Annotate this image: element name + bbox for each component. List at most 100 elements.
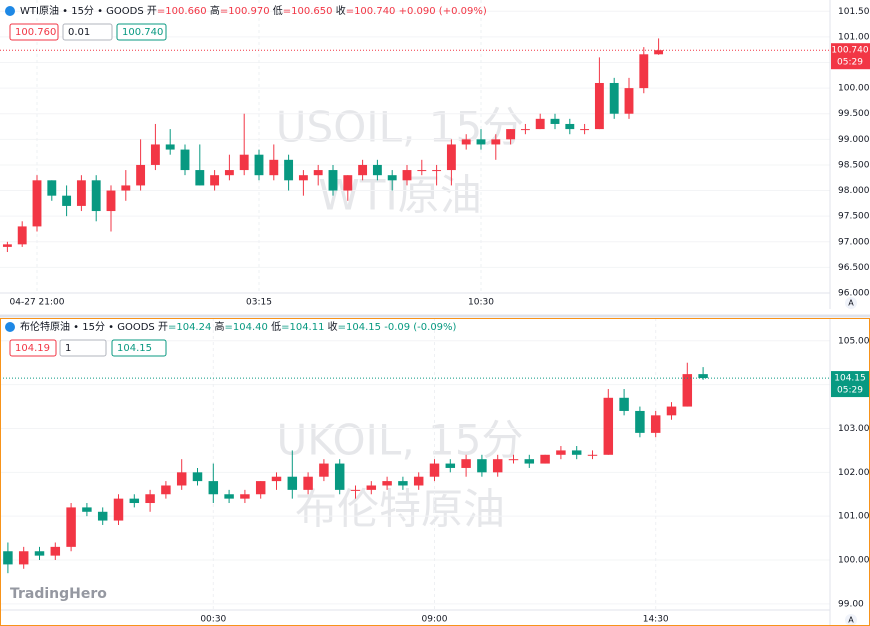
order-input[interactable] xyxy=(59,339,107,357)
x-tick-label: 03:15 xyxy=(246,298,272,308)
x-tick-label: 10:30 xyxy=(468,298,494,308)
ohlc-label: 开 xyxy=(147,6,157,17)
candle-body xyxy=(580,129,590,131)
ohlc-value: =104.11 xyxy=(281,322,324,333)
auto-button[interactable] xyxy=(845,614,857,626)
candle-body xyxy=(62,195,72,206)
candle-body xyxy=(224,494,234,499)
candle-body xyxy=(382,481,392,486)
y-tick-label: 102.00 xyxy=(838,468,870,478)
change: +0.090 (+0.09%) xyxy=(399,6,487,17)
candle-body xyxy=(239,154,249,171)
y-tick-label: 101.00 xyxy=(838,512,870,522)
candle-body xyxy=(654,50,664,55)
candle-body xyxy=(477,459,487,473)
ohlc-value: =100.660 xyxy=(157,6,207,17)
candle-body xyxy=(587,454,598,456)
candle-body xyxy=(284,159,294,181)
ohlc-value: =100.740 xyxy=(346,6,396,17)
y-tick-label: 105.00 xyxy=(838,336,870,346)
order-input-text: 100.760 xyxy=(15,27,56,38)
y-tick-label: 101.000 xyxy=(838,32,870,42)
candle-body xyxy=(240,494,250,499)
candle-body xyxy=(624,88,634,114)
y-tick-label: 96.500 xyxy=(838,263,870,273)
watermark: USOIL, 15分 xyxy=(276,103,524,152)
candle-body xyxy=(506,129,516,140)
order-input[interactable] xyxy=(111,339,167,357)
candle-body xyxy=(350,489,361,491)
last-price-label: 100.740 xyxy=(831,46,868,56)
candle-body xyxy=(445,463,456,468)
candle-body xyxy=(413,476,424,486)
candle-body xyxy=(106,190,116,212)
x-tick-label: 04-27 21:00 xyxy=(10,298,65,308)
candle-body xyxy=(208,481,219,495)
candle-body xyxy=(619,397,629,411)
candle-body xyxy=(76,180,86,206)
candle-body xyxy=(461,459,471,468)
auto-button[interactable] xyxy=(845,297,857,309)
candle-body xyxy=(402,170,412,181)
order-input[interactable] xyxy=(9,23,59,41)
candle-body xyxy=(571,450,582,455)
candle-body xyxy=(387,175,397,181)
y-tick-label: 98.500 xyxy=(838,160,870,170)
order-input-text: 100.740 xyxy=(122,27,163,38)
candle-body xyxy=(476,139,486,145)
order-input[interactable] xyxy=(9,339,57,357)
ohlc-label: 高 xyxy=(210,4,220,17)
ohlc-label: 高 xyxy=(215,320,225,333)
order-input[interactable] xyxy=(116,23,167,41)
y-tick-label: 100.000 xyxy=(838,84,870,94)
candle-body xyxy=(298,175,308,181)
candle-body xyxy=(491,139,501,145)
candle-body xyxy=(358,164,368,176)
candle-body xyxy=(520,129,530,131)
candle-body xyxy=(97,511,108,521)
candle-body xyxy=(82,507,92,512)
candle-body xyxy=(113,498,124,521)
ohlc-label: 收 xyxy=(336,4,346,17)
x-tick-label: 09:00 xyxy=(422,615,448,625)
candle-body xyxy=(313,170,323,176)
candle-body xyxy=(145,494,155,504)
candle-body xyxy=(195,170,205,186)
candle-body xyxy=(334,463,345,490)
candle-body xyxy=(446,144,456,171)
candle-body xyxy=(398,481,408,486)
candle-body xyxy=(34,551,45,556)
y-tick-label: 97.500 xyxy=(838,212,870,222)
candle-body xyxy=(255,481,266,495)
change: -0.09 (-0.09%) xyxy=(384,322,456,333)
candle-body xyxy=(192,472,203,482)
candle-body xyxy=(666,406,677,416)
candle-body xyxy=(343,175,353,191)
candle-body xyxy=(492,459,503,473)
candle-body xyxy=(461,139,471,145)
candle-body xyxy=(565,123,575,130)
last-price-box xyxy=(831,43,870,70)
symbol-icon xyxy=(5,322,15,332)
candle-body xyxy=(224,170,234,176)
candle-body xyxy=(650,415,661,433)
ohlc-label: 低 xyxy=(273,4,283,17)
last-price-label: 104.15 xyxy=(834,374,866,384)
order-input-text: 104.15 xyxy=(117,343,152,354)
ohlc-label: 开 xyxy=(158,322,168,333)
header-legend: 布伦特原油 • 15分 • GOODS 开=104.24 高=104.40 低=… xyxy=(20,320,457,333)
ohlc-label: 低 xyxy=(271,320,281,333)
order-input-text: 1 xyxy=(65,343,71,354)
order-input[interactable] xyxy=(62,23,113,41)
candle-body xyxy=(2,244,12,247)
watermark: WTI原油 xyxy=(318,171,482,220)
ohlc-value: =104.40 xyxy=(225,322,268,333)
ohlc-value: =104.24 xyxy=(168,322,211,333)
candle-body xyxy=(121,185,131,191)
branding: TradingHero xyxy=(10,586,107,602)
candle-body xyxy=(635,410,645,433)
candle-body xyxy=(269,159,279,176)
countdown: 05:29 xyxy=(837,58,863,68)
order-input-text: 104.19 xyxy=(15,343,50,354)
candle-body xyxy=(603,397,614,455)
